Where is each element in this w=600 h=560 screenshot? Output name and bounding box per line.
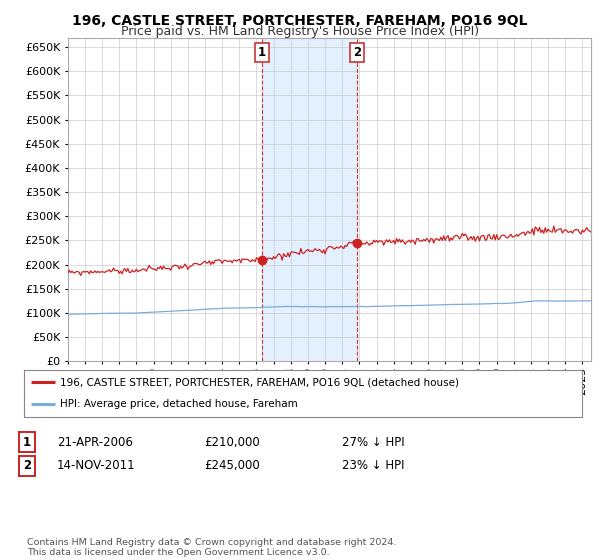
Text: 196, CASTLE STREET, PORTCHESTER, FAREHAM, PO16 9QL (detached house): 196, CASTLE STREET, PORTCHESTER, FAREHAM… [60, 377, 459, 388]
Bar [262, 38, 357, 361]
Text: 14-NOV-2011: 14-NOV-2011 [57, 459, 136, 473]
Text: £210,000: £210,000 [204, 436, 260, 449]
Text: 1: 1 [257, 45, 266, 59]
Text: 1: 1 [23, 436, 31, 449]
Text: 23% ↓ HPI: 23% ↓ HPI [342, 459, 404, 473]
Text: 196, CASTLE STREET, PORTCHESTER, FAREHAM, PO16 9QL: 196, CASTLE STREET, PORTCHESTER, FAREHAM… [72, 14, 528, 28]
Text: £245,000: £245,000 [204, 459, 260, 473]
Text: 2: 2 [353, 45, 361, 59]
Text: Contains HM Land Registry data © Crown copyright and database right 2024.
This d: Contains HM Land Registry data © Crown c… [27, 538, 397, 557]
Text: 21-APR-2006: 21-APR-2006 [57, 436, 133, 449]
Text: Price paid vs. HM Land Registry's House Price Index (HPI): Price paid vs. HM Land Registry's House … [121, 25, 479, 38]
Text: HPI: Average price, detached house, Fareham: HPI: Average price, detached house, Fare… [60, 399, 298, 409]
Text: 2: 2 [23, 459, 31, 473]
Text: 27% ↓ HPI: 27% ↓ HPI [342, 436, 404, 449]
